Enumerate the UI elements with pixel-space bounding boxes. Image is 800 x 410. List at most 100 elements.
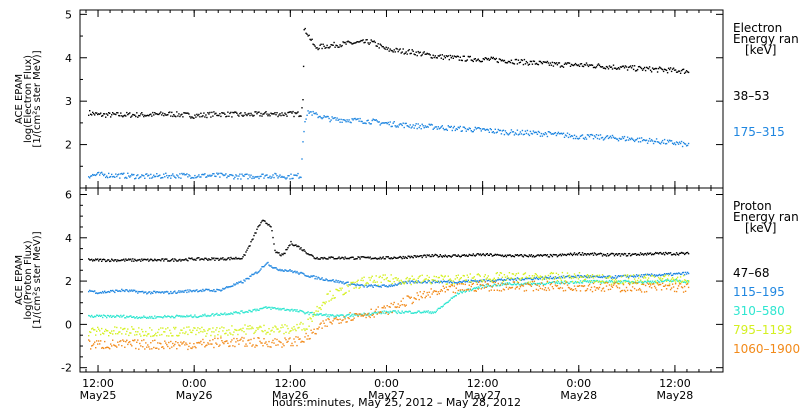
- data-point: [352, 119, 354, 121]
- data-point: [123, 172, 125, 174]
- data-point: [260, 112, 262, 115]
- data-point: [101, 115, 103, 117]
- data-point: [417, 294, 419, 297]
- data-point: [647, 253, 650, 255]
- data-point: [417, 50, 419, 53]
- data-point: [418, 310, 420, 312]
- data-point: [412, 124, 414, 126]
- data-point: [215, 290, 217, 293]
- data-point: [686, 271, 689, 274]
- data-point: [264, 342, 266, 344]
- data-point: [611, 281, 614, 283]
- data-point: [368, 284, 370, 286]
- data-point: [509, 283, 512, 285]
- data-point: [430, 312, 432, 315]
- data-point: [400, 123, 402, 125]
- data-point: [467, 276, 469, 278]
- y-axis-label-top: log(Electron Flux): [23, 55, 34, 143]
- data-point: [246, 345, 248, 347]
- data-point: [417, 277, 419, 280]
- data-point: [578, 137, 581, 139]
- data-point: [456, 55, 458, 57]
- data-point: [254, 232, 256, 234]
- data-point: [535, 255, 538, 257]
- y-axis-label-bottom: ACE EPAM: [14, 255, 25, 305]
- data-point: [631, 282, 634, 285]
- data-point: [472, 282, 474, 285]
- data-point: [480, 279, 482, 281]
- data-point: [464, 127, 466, 130]
- data-point: [533, 275, 536, 277]
- data-point: [113, 330, 115, 332]
- data-point: [485, 283, 487, 286]
- data-point: [159, 334, 161, 336]
- data-point: [602, 287, 605, 289]
- data-point: [452, 296, 454, 298]
- data-point: [426, 311, 428, 313]
- data-point: [366, 313, 368, 316]
- data-point: [413, 53, 415, 55]
- data-point: [163, 173, 165, 175]
- data-point: [292, 244, 294, 246]
- data-point: [326, 115, 328, 118]
- data-point: [246, 173, 248, 175]
- data-point: [157, 331, 159, 334]
- data-point: [117, 259, 119, 261]
- data-point: [678, 283, 681, 285]
- data-point: [94, 329, 96, 331]
- data-point: [477, 273, 479, 275]
- data-point: [165, 328, 167, 330]
- data-point: [281, 175, 283, 178]
- data-point: [544, 276, 547, 278]
- data-point: [382, 122, 384, 124]
- data-point: [313, 328, 315, 330]
- x-tick-day-label: May27: [464, 389, 501, 402]
- data-point: [452, 280, 454, 282]
- data-point: [169, 111, 171, 113]
- data-point: [390, 302, 392, 305]
- data-point: [408, 296, 410, 298]
- data-point: [555, 285, 558, 287]
- data-point: [328, 117, 330, 120]
- data-point: [388, 280, 390, 282]
- data-point: [652, 282, 655, 284]
- data-point: [119, 259, 121, 262]
- data-point: [191, 331, 193, 334]
- data-point: [455, 255, 457, 257]
- data-point: [290, 330, 292, 332]
- data-point: [650, 273, 653, 275]
- data-point: [305, 252, 307, 254]
- data-point: [100, 112, 102, 114]
- data-point: [439, 127, 441, 129]
- data-point: [625, 280, 628, 282]
- data-point: [524, 254, 527, 256]
- data-point: [482, 58, 484, 60]
- data-point: [397, 277, 399, 280]
- data-point: [340, 314, 342, 316]
- data-point: [329, 314, 331, 316]
- data-point: [393, 281, 395, 283]
- data-point: [269, 225, 271, 227]
- data-point: [214, 175, 216, 177]
- data-point: [324, 116, 326, 118]
- data-point: [572, 253, 575, 255]
- data-point: [659, 277, 662, 279]
- data-point: [432, 128, 434, 130]
- data-point: [196, 329, 198, 331]
- data-point: [382, 46, 384, 48]
- data-point: [256, 345, 258, 347]
- data-point: [236, 329, 238, 332]
- data-point: [118, 173, 120, 175]
- data-point: [487, 254, 489, 256]
- data-point: [446, 55, 448, 58]
- data-point: [175, 326, 177, 329]
- data-point: [616, 68, 619, 70]
- data-point: [227, 111, 229, 113]
- data-point: [204, 313, 206, 315]
- data-point: [540, 282, 543, 284]
- data-point: [592, 279, 595, 282]
- data-point: [119, 115, 121, 117]
- data-point: [307, 311, 309, 313]
- data-point: [488, 290, 490, 292]
